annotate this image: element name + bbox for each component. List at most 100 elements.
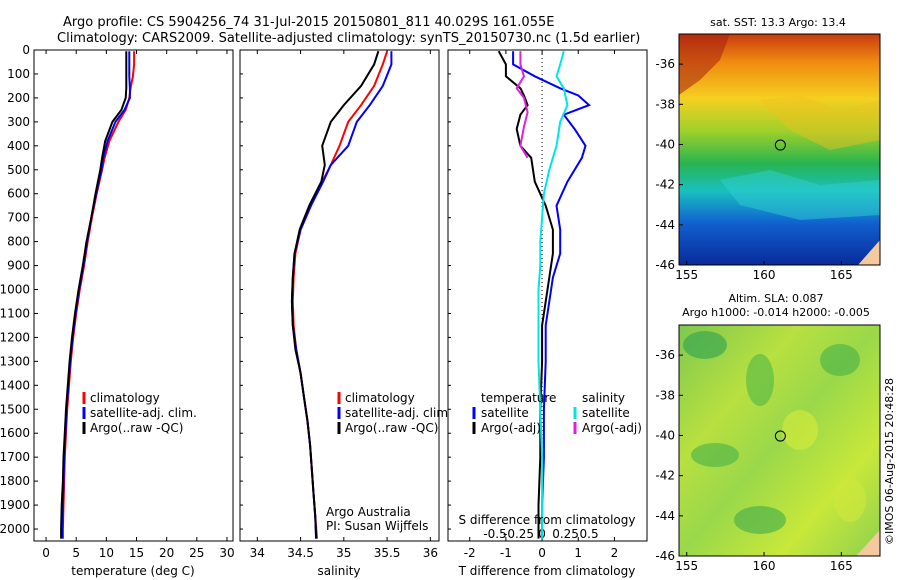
legend-label-climatology: climatology (345, 391, 415, 405)
lat-tick-label: -38 (655, 97, 675, 111)
x-tick-label: 1 (574, 546, 582, 560)
difference-legend-temperature: temperature satellite Argo(-adj) (472, 391, 556, 435)
depth-tick-label: 1700 (0, 450, 30, 464)
header-line-2: Climatology: CARS2009. Satellite-adjuste… (57, 31, 640, 46)
legend-heading-temperature: temperature (481, 391, 556, 405)
salinity-legend: climatology satellite-adj. clim. Argo(..… (337, 391, 452, 435)
sst-land (858, 240, 880, 265)
x-tick-label: 0 (42, 546, 50, 560)
depth-tick-label: 1100 (0, 306, 30, 320)
depth-tick-label: 400 (7, 139, 30, 153)
lat-tick-label: -46 (655, 258, 675, 272)
depth-tick-label: 900 (7, 259, 30, 273)
sla-map-title: Altim. SLA: 0.087 (728, 292, 823, 305)
s-difference-axis: -0.5-0.25 0 0.25 0.5 (483, 527, 598, 541)
legend-label-argo: Argo(..raw -QC) (90, 421, 183, 435)
legend-label-temp-argo: Argo(-adj) (481, 421, 541, 435)
temperature-plot-frame (33, 49, 234, 542)
s-tick-label: 0.25 (552, 527, 579, 541)
sla-low-patch (820, 344, 860, 376)
sla-low-patch (746, 354, 774, 406)
lat-tick-label: -36 (655, 57, 675, 71)
sst-lon-axis: 155 160 165 (675, 261, 853, 282)
difference-legend-salinity: salinity satellite Argo(-adj) (573, 391, 642, 435)
legend-label-satellite: satellite-adj. clim. (345, 406, 452, 420)
lat-tick-label: -36 (655, 348, 675, 362)
legend-label-sal-argo: Argo(-adj) (582, 421, 642, 435)
sst-float-marker (774, 139, 786, 151)
x-tick-label: 20 (159, 546, 174, 560)
x-tick-label: 10 (99, 546, 114, 560)
legend-label-satellite: satellite-adj. clim. (90, 406, 197, 420)
depth-tick-label: 2000 (0, 522, 30, 536)
depth-tick-label: 700 (7, 211, 30, 225)
depth-tick-label: 0 (22, 43, 30, 57)
lon-tick-label: 155 (675, 559, 698, 573)
salinity-panel: 34 34.5 35 35.5 36 salinity climatology sate… (239, 49, 452, 578)
lat-tick-label: -38 (655, 388, 675, 402)
sla-float-marker (774, 430, 786, 442)
lat-tick-label: -42 (655, 178, 675, 192)
legend-label-sal-satellite: satellite (582, 406, 630, 420)
sla-land (856, 530, 880, 556)
s-tick-label: 0.5 (580, 527, 599, 541)
lon-tick-label: 165 (830, 559, 853, 573)
lat-tick-label: -44 (655, 218, 675, 232)
x-tick-label: 35 (336, 546, 351, 560)
salinity-xlabel: salinity (317, 564, 360, 578)
series-line-argo-raw-qc- (290, 50, 380, 539)
depth-tick-label: 1600 (0, 426, 30, 440)
depth-tick-label: 1300 (0, 354, 30, 368)
credit-line-1: Argo Australia (326, 505, 411, 519)
s-tick-label: -0.25 (503, 527, 534, 541)
s-difference-label: S difference from climatology (459, 513, 636, 527)
lat-tick-label: -40 (655, 137, 675, 151)
x-tick-label: -2 (464, 546, 476, 560)
difference-lines (497, 50, 591, 539)
sst-map-panel: sat. SST: 13.3 Argo: 13.4 155 160 165 -36 -… (655, 16, 881, 282)
lon-tick-label: 160 (753, 559, 776, 573)
depth-tick-label: 600 (7, 187, 30, 201)
sst-map-title: sat. SST: 13.3 Argo: 13.4 (710, 16, 846, 29)
salinity-plot-frame (239, 49, 440, 542)
lat-tick-label: -40 (655, 428, 675, 442)
sst-cyan-band (720, 170, 880, 220)
series-line-salinity-satellite (537, 50, 569, 539)
depth-axis: 0 100 200 300 400 500 600 700 800 900 1000 1100 1200… (0, 43, 38, 536)
sst-warm-patch (679, 34, 730, 95)
depth-tick-label: 1000 (0, 283, 30, 297)
lat-tick-label: -44 (655, 509, 675, 523)
series-line-temperature-argo-adj- (497, 50, 554, 539)
sla-low-patch (683, 331, 727, 359)
credit-line-2: PI: Susan Wijffels (326, 519, 428, 533)
x-tick-label: 25 (189, 546, 204, 560)
t-difference-xlabel: T difference from climatology (458, 564, 636, 578)
temperature-axis: 0 5 10 15 20 25 30 (42, 50, 235, 560)
series-line-argo-raw-qc- (60, 51, 128, 539)
legend-label-climatology: climatology (90, 391, 160, 405)
depth-tick-label: 800 (7, 235, 30, 249)
depth-tick-label: 300 (7, 115, 30, 129)
difference-panel: -2 -1 0 1 2 -0.5-0.25 0 0.25 0.5 T difference f… (447, 49, 648, 578)
legend-label-argo: Argo(..raw -QC) (345, 421, 438, 435)
sst-yellow-tongue (760, 95, 880, 150)
salinity-lines (290, 50, 393, 539)
temperature-legend: climatology satellite-adj. clim. Argo(..… (82, 391, 197, 435)
lon-tick-label: 155 (675, 268, 698, 282)
salinity-axis: 34 34.5 35 35.5 36 (250, 50, 438, 560)
sst-map-frame (678, 33, 881, 266)
series-line-salinity-argo-adj- (515, 51, 529, 159)
x-tick-label: 15 (129, 546, 144, 560)
x-tick-label: -1 (500, 546, 512, 560)
lon-tick-label: 165 (830, 268, 853, 282)
legend-label-temp-satellite: satellite (481, 406, 529, 420)
x-tick-label: 34 (250, 546, 265, 560)
sla-map-panel: Altim. SLA: 0.087 Argo h1000: -0.014 h20… (655, 292, 881, 573)
series-line-temperature-satellite (512, 51, 591, 539)
lat-tick-label: -46 (655, 549, 675, 563)
x-tick-label: 5 (72, 546, 80, 560)
x-tick-label: 0 (538, 546, 546, 560)
sla-high-patch (834, 478, 866, 522)
depth-tick-label: 1400 (0, 378, 30, 392)
